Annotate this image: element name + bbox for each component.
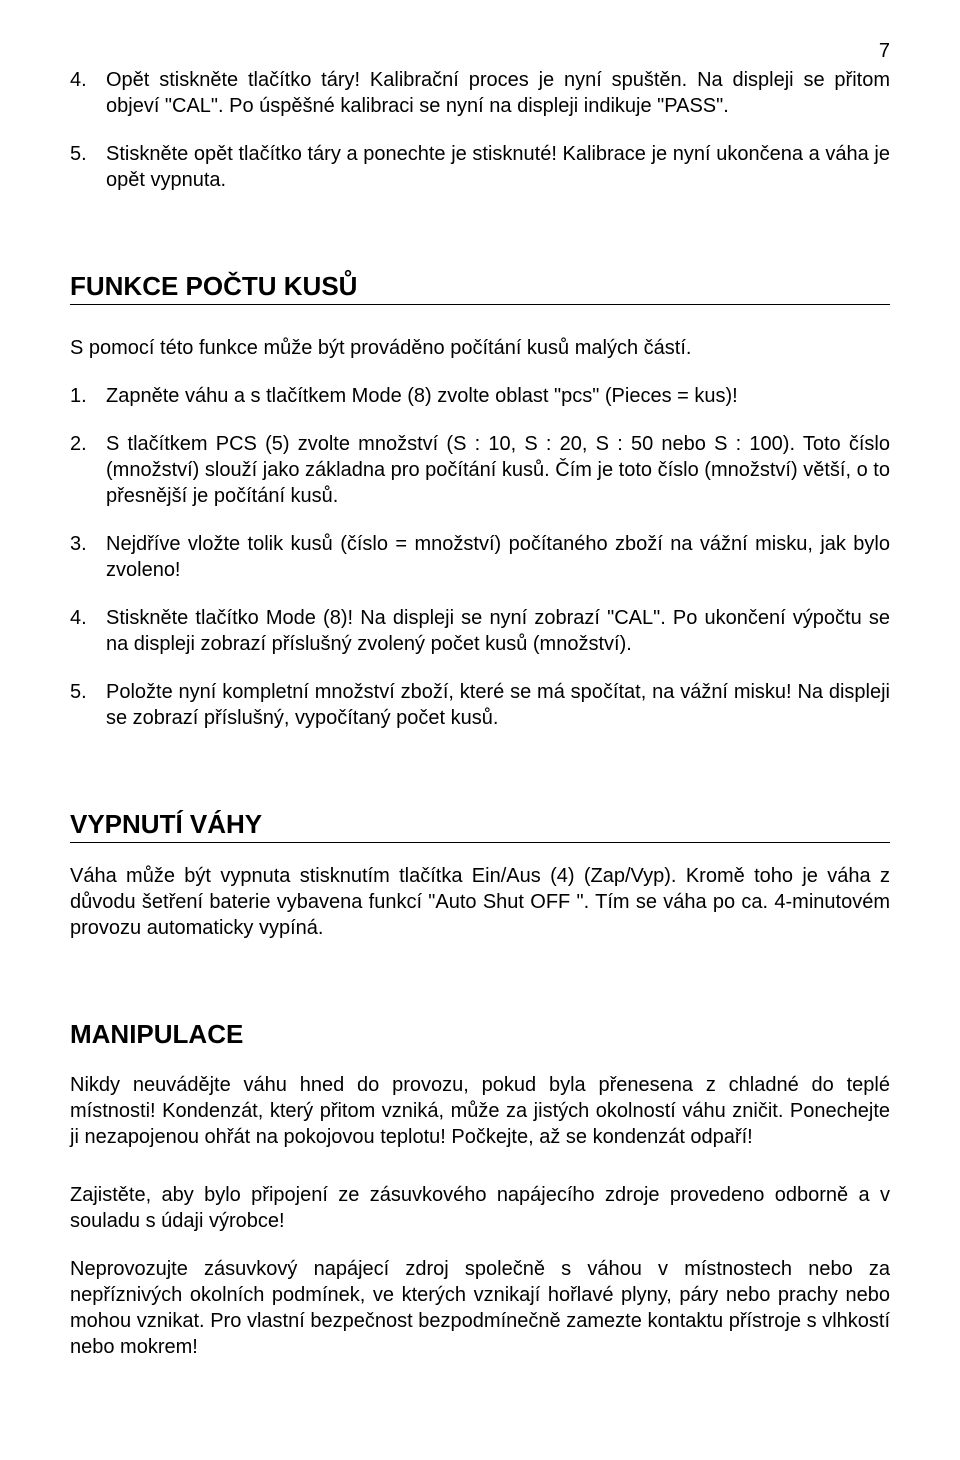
list-item: 5.Stiskněte opět tlačítko táry a ponecht…: [70, 141, 890, 193]
section-heading: FUNKCE POČTU KUSŮ: [70, 271, 890, 305]
list-number: 3.: [70, 531, 106, 557]
section-heading: MANIPULACE: [70, 1019, 890, 1052]
list-number: 4.: [70, 605, 106, 631]
list-item: 3.Nejdříve vložte tolik kusů (číslo = mn…: [70, 531, 890, 583]
list-text: Položte nyní kompletní množství zboží, k…: [106, 681, 890, 729]
list-item: 4.Stiskněte tlačítko Mode (8)! Na disple…: [70, 605, 890, 657]
paragraph: Nikdy neuvádějte váhu hned do provozu, p…: [70, 1072, 890, 1150]
list-item: 4.Opět stiskněte tlačítko táry! Kalibrač…: [70, 67, 890, 119]
list-text: S tlačítkem PCS (5) zvolte množství (S :…: [106, 433, 890, 507]
list-number: 2.: [70, 431, 106, 457]
document-page: 7 4.Opět stiskněte tlačítko táry! Kalibr…: [0, 0, 960, 1422]
paragraph: Váha může být vypnuta stisknutím tlačítk…: [70, 863, 890, 941]
paragraph: S pomocí této funkce může být prováděno …: [70, 335, 890, 361]
paragraph: Zajistěte, aby bylo připojení ze zásuvko…: [70, 1182, 890, 1234]
list-item: 1.Zapněte váhu a s tlačítkem Mode (8) zv…: [70, 383, 890, 409]
list-text: Zapněte váhu a s tlačítkem Mode (8) zvol…: [106, 385, 738, 407]
section-heading: VYPNUTÍ VÁHY: [70, 809, 890, 843]
list-number: 5.: [70, 679, 106, 705]
page-number: 7: [70, 40, 890, 63]
list-text: Stiskněte tlačítko Mode (8)! Na displeji…: [106, 607, 890, 655]
list-number: 4.: [70, 67, 106, 93]
list-number: 1.: [70, 383, 106, 409]
list-text: Opět stiskněte tlačítko táry! Kalibrační…: [106, 69, 890, 117]
list-item: 5.Položte nyní kompletní množství zboží,…: [70, 679, 890, 731]
list-item: 2.S tlačítkem PCS (5) zvolte množství (S…: [70, 431, 890, 509]
list-number: 5.: [70, 141, 106, 167]
list-text: Stiskněte opět tlačítko táry a ponechte …: [106, 143, 890, 191]
paragraph: Neprovozujte zásuvkový napájecí zdroj sp…: [70, 1256, 890, 1360]
list-text: Nejdříve vložte tolik kusů (číslo = množ…: [106, 533, 890, 581]
